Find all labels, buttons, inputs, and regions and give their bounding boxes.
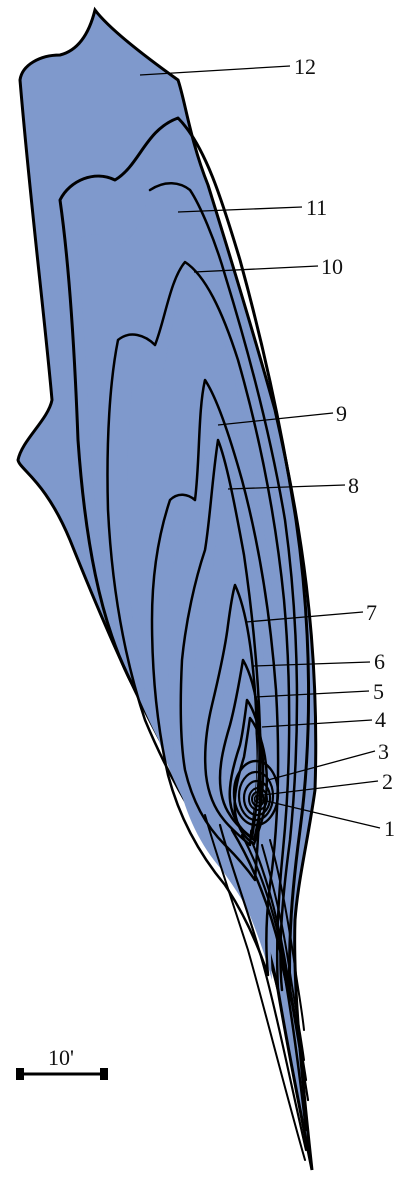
- label-7: 7: [366, 600, 377, 625]
- leader-8: [227, 484, 346, 490]
- leader-9: [217, 412, 334, 426]
- leader-7: [245, 611, 364, 623]
- leader-lines: [139, 65, 381, 829]
- label-11: 11: [306, 195, 327, 220]
- contour-9-outer: [150, 378, 280, 977]
- contour-7: [204, 583, 259, 847]
- contour-4: [233, 716, 269, 846]
- tail-contours: [204, 814, 310, 1161]
- leader-3: [267, 750, 376, 781]
- scale-bar-label: 10': [48, 1045, 74, 1070]
- label-2: 2: [382, 769, 393, 794]
- contour-5: [228, 698, 265, 842]
- leader-5: [254, 690, 370, 698]
- label-1: 1: [384, 816, 395, 841]
- leader-6: [252, 661, 371, 667]
- leader-1: [257, 798, 381, 829]
- contour-11-inner: [148, 182, 299, 992]
- leader-10: [193, 265, 319, 273]
- leader-12: [139, 65, 291, 76]
- label-10: 10: [321, 254, 343, 279]
- label-12: 12: [294, 54, 316, 79]
- label-8: 8: [348, 473, 359, 498]
- leader-11: [177, 206, 303, 213]
- label-3: 3: [378, 739, 389, 764]
- core-rings: [232, 759, 280, 827]
- label-6: 6: [374, 649, 385, 674]
- leader-4: [261, 719, 373, 728]
- label-5: 5: [373, 679, 384, 704]
- label-9: 9: [336, 401, 347, 426]
- label-4: 4: [375, 707, 386, 732]
- leader-2: [262, 780, 379, 796]
- scale-bar: 10': [16, 1045, 108, 1080]
